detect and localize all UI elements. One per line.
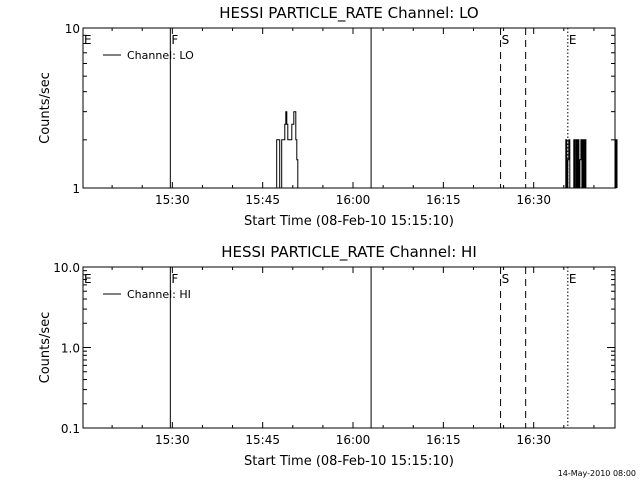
x-tick-label: 16:00 bbox=[336, 433, 371, 447]
event-marker-label: E bbox=[569, 272, 577, 286]
x-tick-label: 16:30 bbox=[516, 193, 551, 207]
event-marker-label: S bbox=[502, 272, 510, 286]
legend-label: Channel: LO bbox=[127, 49, 194, 62]
y-tick-label: 1.0 bbox=[61, 342, 80, 356]
x-tick-label: 15:45 bbox=[245, 433, 280, 447]
event-marker-label: E bbox=[569, 33, 577, 47]
series-line-1 bbox=[275, 111, 301, 189]
x-tick-label: 16:15 bbox=[426, 433, 461, 447]
chart-panel-1: HESSI PARTICLE_RATE Channel: LO E F S E 15:30… bbox=[38, 4, 618, 229]
legend-label: Channel: HI bbox=[127, 288, 191, 301]
y-axis-label: Counts/sec bbox=[38, 312, 53, 384]
event-marker-label: E bbox=[84, 272, 92, 286]
x-tick-label: 16:15 bbox=[426, 193, 461, 207]
event-marker-label: S bbox=[502, 33, 510, 47]
y-tick-label: 10.0 bbox=[53, 261, 80, 275]
event-marker-label: E bbox=[84, 33, 92, 47]
x-axis-label: Start Time (08-Feb-10 15:15:10) bbox=[244, 214, 454, 229]
x-tick-label: 16:00 bbox=[336, 193, 371, 207]
x-axis-label: Start Time (08-Feb-10 15:15:10) bbox=[244, 454, 454, 469]
event-marker-label: F bbox=[171, 33, 178, 47]
y-tick-label: 1 bbox=[72, 182, 80, 196]
chart-panel-2: HESSI PARTICLE_RATE Channel: HI E F S E 15:30… bbox=[38, 243, 616, 469]
y-axis-label: Counts/sec bbox=[38, 72, 53, 144]
x-tick-label: 16:30 bbox=[516, 433, 551, 447]
chart-title: HESSI PARTICLE_RATE Channel: HI bbox=[221, 243, 477, 262]
y-tick-label: 10 bbox=[65, 22, 80, 36]
footer-timestamp: 14-May-2010 08:00 bbox=[558, 469, 636, 478]
y-tick-label: 0.1 bbox=[61, 422, 80, 436]
plot-frame bbox=[82, 27, 616, 189]
x-tick-label: 15:45 bbox=[245, 193, 280, 207]
x-tick-label: 15:30 bbox=[155, 433, 190, 447]
event-marker-label: F bbox=[171, 272, 178, 286]
series-line-2 bbox=[564, 139, 618, 189]
chart-title: HESSI PARTICLE_RATE Channel: LO bbox=[219, 4, 478, 23]
x-tick-label: 15:30 bbox=[155, 193, 190, 207]
